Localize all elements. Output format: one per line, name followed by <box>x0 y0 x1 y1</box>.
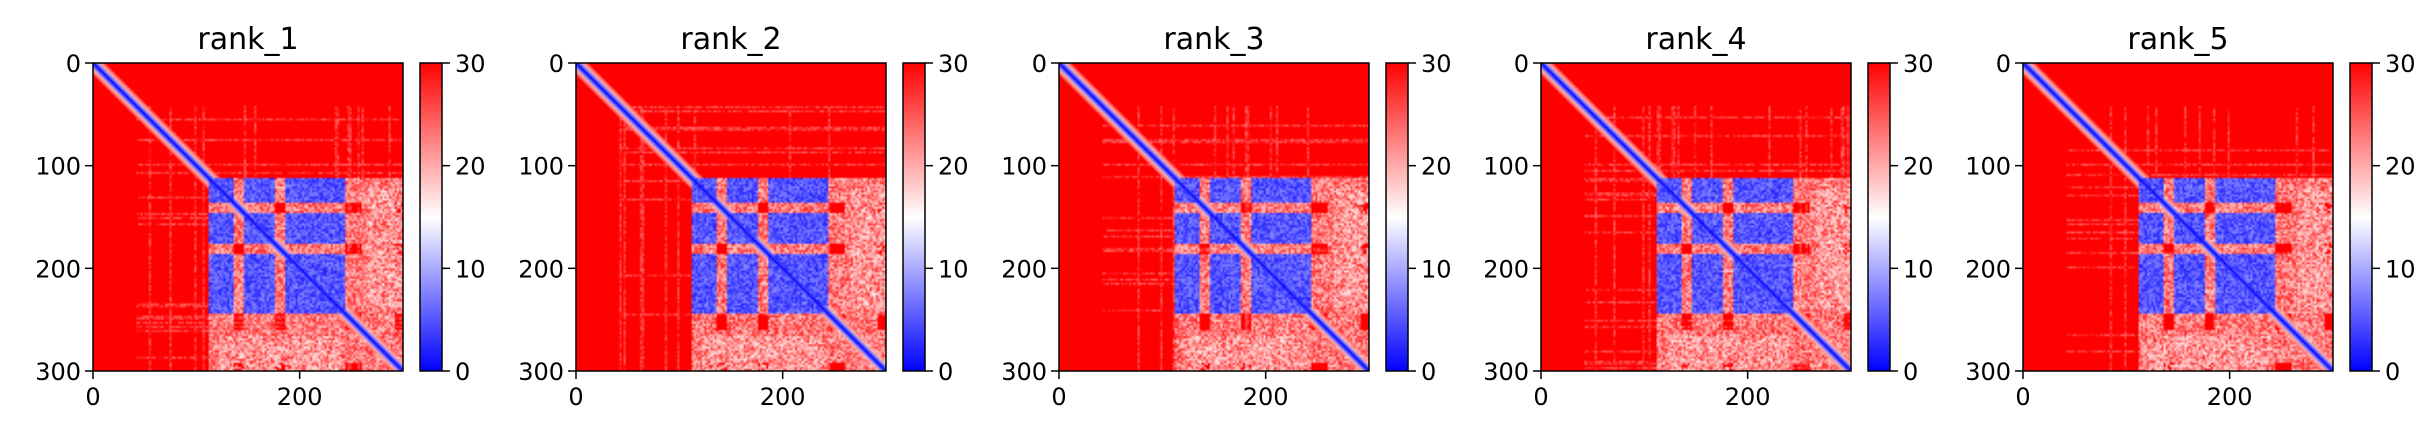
x-tick-label: 200 <box>1725 383 1771 411</box>
colorbar-tick-label: 10 <box>1903 255 1934 283</box>
colorbar <box>902 62 926 372</box>
y-tick-label: 300 <box>1001 358 1047 386</box>
x-tick-label: 200 <box>2207 383 2253 411</box>
x-tick-label: 200 <box>1243 383 1289 411</box>
plot-frame <box>575 62 887 372</box>
colorbar-tick-label: 30 <box>1903 50 1934 78</box>
heatmap-image <box>2023 63 2333 371</box>
heatmap-image <box>576 63 886 371</box>
colorbar-tick-label: 0 <box>938 358 953 386</box>
y-tick-label: 300 <box>1483 358 1529 386</box>
x-tick-label: 0 <box>568 383 583 411</box>
y-tick-label: 0 <box>1514 50 1529 78</box>
colorbar-tick-label: 20 <box>1903 153 1934 181</box>
colorbar-tick-label: 20 <box>455 153 486 181</box>
panel-title: rank_1 <box>197 22 298 57</box>
y-tick-label: 0 <box>1996 50 2011 78</box>
colorbar-tick-label: 0 <box>1421 358 1436 386</box>
colorbar-tick-label: 10 <box>1421 255 1452 283</box>
plot-frame <box>2022 62 2334 372</box>
colorbar-tick-label: 0 <box>455 358 470 386</box>
x-tick-label: 200 <box>277 383 323 411</box>
y-tick-label: 300 <box>518 358 564 386</box>
x-tick-label: 0 <box>1051 383 1066 411</box>
y-tick-label: 0 <box>1032 50 1047 78</box>
heatmap-image <box>1059 63 1369 371</box>
y-tick-label: 200 <box>1483 255 1529 283</box>
y-tick-label: 100 <box>1001 153 1047 181</box>
plot-frame <box>92 62 404 372</box>
heatmap-image <box>93 63 403 371</box>
colorbar-tick-label: 20 <box>938 153 969 181</box>
colorbar-tick-label: 30 <box>455 50 486 78</box>
y-tick-label: 300 <box>35 358 81 386</box>
panel-title: rank_5 <box>2127 22 2228 57</box>
panel-title: rank_2 <box>680 22 781 57</box>
colorbar-tick-label: 30 <box>1421 50 1452 78</box>
colorbar <box>1385 62 1409 372</box>
colorbar-tick-label: 0 <box>2385 358 2400 386</box>
colorbar <box>2349 62 2373 372</box>
y-tick-label: 100 <box>1965 153 2011 181</box>
x-tick-label: 0 <box>85 383 100 411</box>
colorbar <box>419 62 443 372</box>
x-tick-label: 0 <box>2015 383 2030 411</box>
colorbar-tick-label: 10 <box>455 255 486 283</box>
colorbar-tick-label: 30 <box>938 50 969 78</box>
y-tick-label: 200 <box>1001 255 1047 283</box>
x-tick-label: 0 <box>1533 383 1548 411</box>
colorbar-tick-label: 30 <box>2385 50 2416 78</box>
panel-title: rank_4 <box>1645 22 1746 57</box>
colorbar-tick-label: 20 <box>1421 153 1452 181</box>
y-tick-label: 200 <box>518 255 564 283</box>
y-tick-label: 0 <box>66 50 81 78</box>
y-tick-label: 200 <box>35 255 81 283</box>
heatmap-image <box>1541 63 1851 371</box>
colorbar-tick-label: 10 <box>938 255 969 283</box>
y-tick-label: 300 <box>1965 358 2011 386</box>
plot-frame <box>1540 62 1852 372</box>
y-tick-label: 0 <box>549 50 564 78</box>
y-tick-label: 200 <box>1965 255 2011 283</box>
plot-frame <box>1058 62 1370 372</box>
colorbar <box>1867 62 1891 372</box>
colorbar-tick-label: 10 <box>2385 255 2416 283</box>
y-tick-label: 100 <box>35 153 81 181</box>
colorbar-tick-label: 0 <box>1903 358 1918 386</box>
panel-title: rank_3 <box>1163 22 1264 57</box>
y-tick-label: 100 <box>1483 153 1529 181</box>
x-tick-label: 200 <box>760 383 806 411</box>
colorbar-tick-label: 20 <box>2385 153 2416 181</box>
y-tick-label: 100 <box>518 153 564 181</box>
